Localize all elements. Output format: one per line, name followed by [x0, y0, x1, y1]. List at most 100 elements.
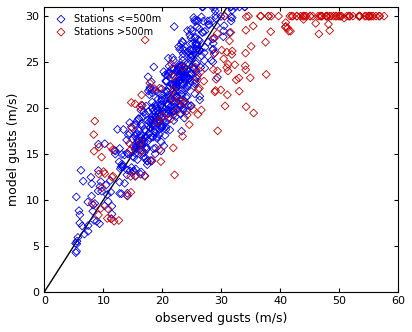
- Stations <=500m: [210, 41, 217, 46]
- Stations >500m: [91, 132, 97, 137]
- Stations <=500m: [146, 87, 153, 92]
- Stations <=500m: [74, 239, 80, 244]
- Stations <=500m: [160, 117, 167, 123]
- Stations <=500m: [133, 119, 140, 124]
- Stations >500m: [154, 119, 161, 124]
- Stations <=500m: [180, 51, 187, 56]
- Stations >500m: [151, 86, 158, 91]
- Stations >500m: [336, 14, 343, 19]
- Stations <=500m: [229, 15, 236, 20]
- Stations <=500m: [174, 93, 180, 99]
- Stations <=500m: [103, 183, 109, 188]
- Stations <=500m: [119, 152, 125, 157]
- Stations <=500m: [201, 50, 208, 55]
- Stations >500m: [171, 172, 178, 178]
- Stations <=500m: [128, 124, 135, 129]
- Stations <=500m: [153, 119, 159, 124]
- Stations <=500m: [152, 103, 158, 108]
- Stations >500m: [105, 206, 111, 211]
- Stations <=500m: [152, 88, 158, 93]
- Stations >500m: [381, 14, 387, 19]
- Stations <=500m: [158, 139, 164, 145]
- Stations <=500m: [150, 115, 156, 120]
- Stations <=500m: [150, 123, 157, 128]
- Stations <=500m: [146, 135, 153, 140]
- Stations >500m: [265, 14, 272, 19]
- Stations <=500m: [205, 40, 211, 45]
- Stations <=500m: [146, 120, 152, 125]
- Stations <=500m: [169, 55, 176, 60]
- Stations >500m: [214, 128, 221, 133]
- Stations <=500m: [89, 208, 96, 214]
- Stations <=500m: [163, 78, 170, 84]
- Stations >500m: [356, 14, 362, 19]
- Stations >500m: [300, 17, 307, 22]
- Stations <=500m: [112, 151, 119, 157]
- Stations <=500m: [183, 75, 190, 80]
- Stations <=500m: [124, 191, 131, 196]
- Stations <=500m: [152, 151, 159, 157]
- Stations <=500m: [138, 147, 145, 153]
- Stations >500m: [338, 14, 345, 19]
- Stations >500m: [210, 67, 217, 72]
- Stations <=500m: [195, 37, 202, 42]
- Stations <=500m: [91, 218, 97, 223]
- Stations <=500m: [156, 110, 162, 116]
- Stations >500m: [337, 14, 344, 19]
- Stations <=500m: [202, 45, 208, 50]
- Stations <=500m: [176, 78, 183, 83]
- Stations >500m: [318, 14, 324, 19]
- Stations <=500m: [172, 114, 179, 119]
- Stations <=500m: [176, 77, 183, 82]
- Legend: Stations <=500m, Stations >500m: Stations <=500m, Stations >500m: [49, 12, 163, 39]
- Stations <=500m: [159, 123, 165, 128]
- Stations <=500m: [134, 138, 141, 144]
- Stations >500m: [170, 145, 177, 151]
- Stations <=500m: [178, 128, 185, 134]
- Stations <=500m: [137, 132, 144, 137]
- Stations <=500m: [227, 4, 234, 10]
- Stations <=500m: [149, 134, 156, 139]
- Stations >500m: [196, 86, 203, 91]
- Stations >500m: [250, 23, 257, 29]
- Stations <=500m: [189, 52, 196, 57]
- Stations >500m: [147, 80, 153, 86]
- Stations <=500m: [171, 104, 178, 109]
- Stations >500m: [225, 68, 232, 74]
- Stations <=500m: [118, 164, 124, 170]
- Stations >500m: [213, 77, 219, 82]
- Stations <=500m: [180, 58, 186, 63]
- Stations <=500m: [164, 116, 171, 121]
- Stations >500m: [341, 15, 347, 21]
- Stations >500m: [211, 51, 217, 56]
- Stations <=500m: [214, 75, 221, 80]
- Stations <=500m: [185, 103, 191, 108]
- Stations <=500m: [177, 81, 184, 86]
- Stations <=500m: [171, 96, 178, 101]
- Stations <=500m: [138, 142, 145, 148]
- Stations <=500m: [143, 146, 150, 151]
- Stations <=500m: [190, 15, 197, 20]
- Stations <=500m: [180, 67, 187, 73]
- Stations <=500m: [149, 105, 155, 111]
- Stations <=500m: [174, 67, 181, 72]
- Stations <=500m: [146, 131, 153, 136]
- Stations >500m: [372, 14, 379, 19]
- Stations <=500m: [164, 102, 171, 107]
- Stations <=500m: [173, 88, 180, 93]
- Stations <=500m: [140, 110, 147, 115]
- Stations <=500m: [138, 134, 144, 139]
- Stations >500m: [242, 67, 249, 72]
- Stations <=500m: [187, 103, 194, 109]
- Stations <=500m: [105, 199, 111, 204]
- Stations <=500m: [155, 117, 162, 123]
- Stations <=500m: [187, 52, 194, 57]
- Stations >500m: [104, 216, 110, 221]
- Stations <=500m: [192, 91, 198, 97]
- Stations >500m: [115, 218, 122, 223]
- Stations >500m: [350, 14, 356, 19]
- Stations <=500m: [119, 163, 126, 169]
- Stations <=500m: [174, 67, 180, 73]
- Stations <=500m: [133, 136, 140, 142]
- Stations <=500m: [155, 108, 162, 114]
